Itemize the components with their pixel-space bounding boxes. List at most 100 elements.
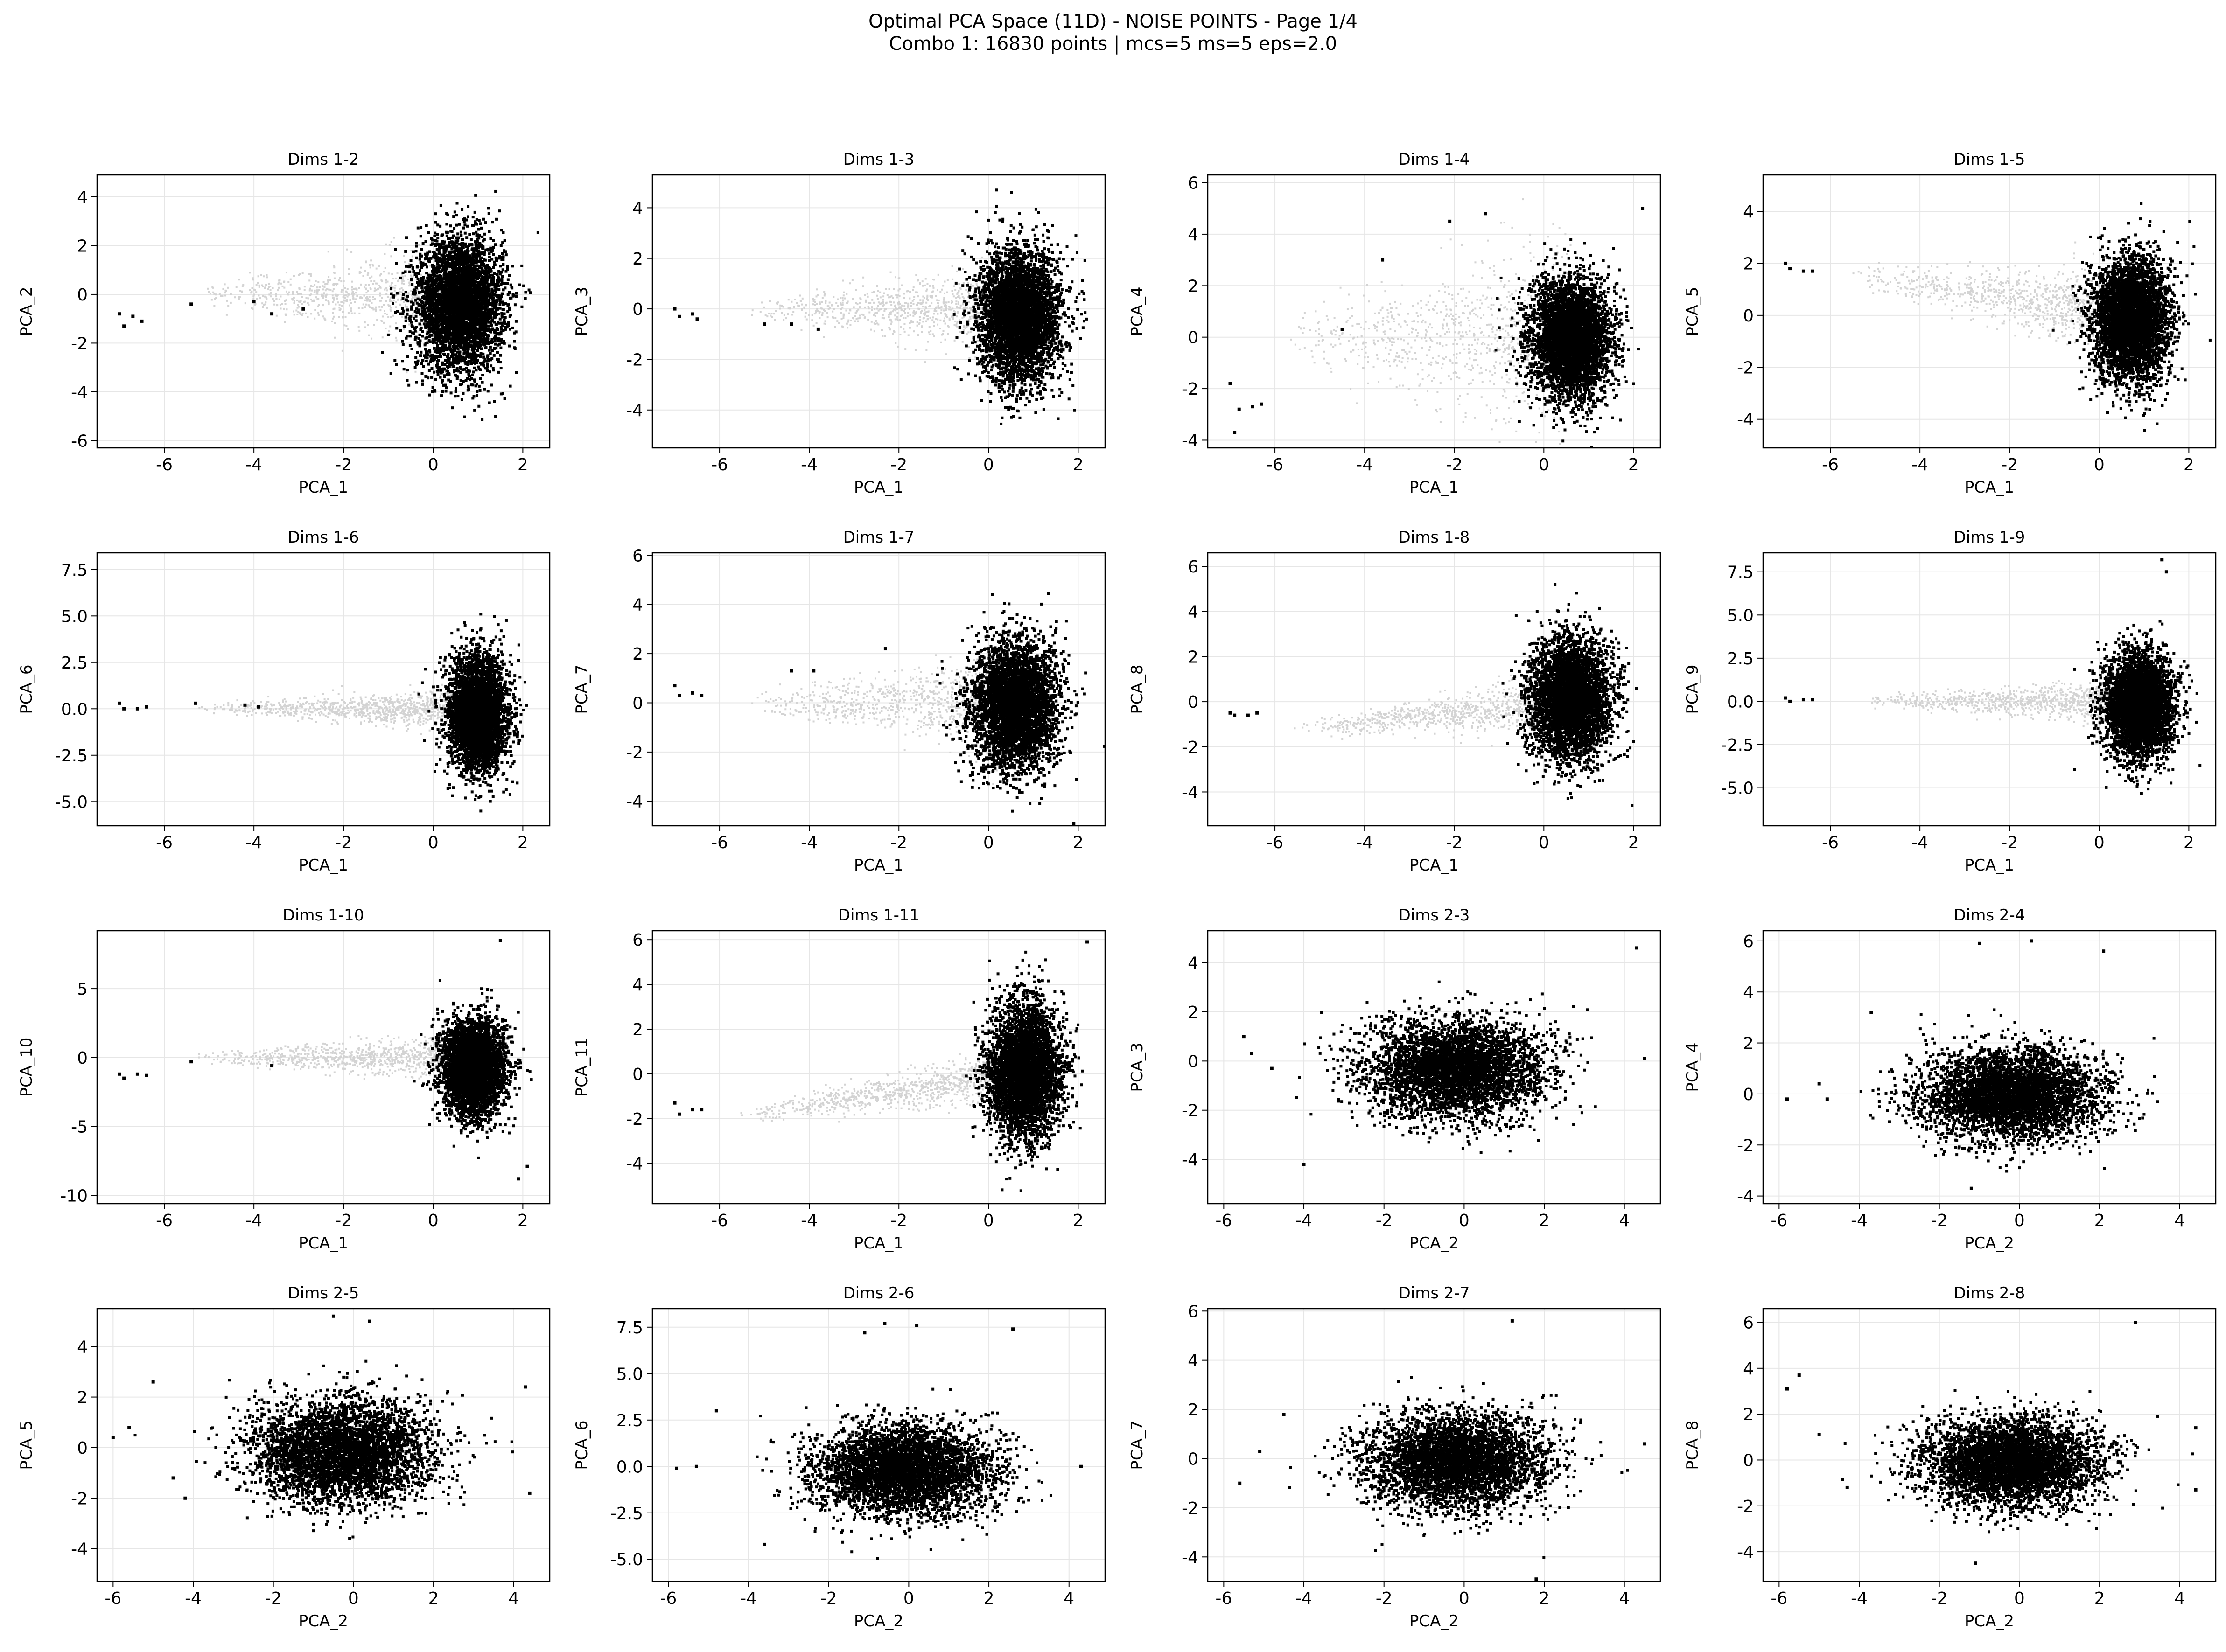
clustered-point bbox=[315, 296, 317, 298]
noise-point bbox=[420, 300, 423, 303]
clustered-point bbox=[351, 313, 353, 314]
clustered-point bbox=[363, 295, 365, 297]
clustered-point bbox=[336, 285, 337, 286]
clustered-point bbox=[325, 299, 327, 301]
clustered-point bbox=[381, 297, 383, 299]
clustered-point bbox=[351, 292, 353, 293]
noise-point bbox=[501, 252, 504, 255]
x-tick-label: 0 bbox=[428, 455, 439, 474]
noise-point bbox=[421, 359, 424, 362]
noise-point bbox=[468, 272, 470, 275]
clustered-point bbox=[324, 319, 326, 321]
clustered-point bbox=[292, 299, 294, 301]
clustered-point bbox=[273, 304, 275, 306]
noise-point bbox=[438, 293, 441, 296]
noise-point bbox=[464, 243, 467, 245]
clustered-point bbox=[279, 299, 280, 300]
noise-point bbox=[451, 245, 454, 248]
noise-point bbox=[426, 323, 428, 326]
noise-point bbox=[437, 287, 440, 290]
noise-point bbox=[470, 383, 473, 386]
clustered-point bbox=[372, 299, 374, 300]
clustered-point bbox=[323, 292, 325, 294]
clustered-point bbox=[354, 313, 356, 314]
noise-point bbox=[491, 327, 494, 330]
noise-point bbox=[434, 212, 437, 215]
noise-point bbox=[479, 377, 482, 380]
clustered-point bbox=[259, 297, 261, 299]
noise-point bbox=[394, 248, 397, 251]
noise-point bbox=[483, 344, 486, 347]
noise-point bbox=[456, 202, 459, 205]
clustered-point bbox=[294, 300, 295, 302]
noise-point bbox=[420, 362, 423, 365]
noise-point bbox=[488, 321, 490, 324]
noise-point bbox=[480, 227, 483, 230]
clustered-point bbox=[327, 279, 329, 281]
noise-point bbox=[470, 377, 473, 380]
clustered-point bbox=[256, 298, 258, 300]
clustered-point bbox=[226, 314, 228, 316]
clustered-point bbox=[314, 292, 315, 293]
clustered-point bbox=[350, 310, 352, 312]
noise-point bbox=[406, 379, 409, 382]
noise-point bbox=[491, 274, 494, 277]
noise-point bbox=[503, 249, 505, 252]
noise-point bbox=[415, 381, 418, 384]
noise-point bbox=[511, 265, 514, 267]
noise-point bbox=[503, 340, 505, 343]
noise-point bbox=[433, 347, 436, 350]
clustered-point bbox=[414, 371, 416, 373]
noise-point bbox=[467, 215, 469, 218]
points bbox=[118, 190, 539, 421]
clustered-point bbox=[346, 249, 348, 251]
noise-point bbox=[478, 272, 481, 275]
noise-point bbox=[428, 334, 431, 337]
noise-point bbox=[446, 254, 448, 257]
noise-point bbox=[475, 249, 478, 251]
clustered-point bbox=[378, 285, 380, 286]
noise-point bbox=[415, 311, 418, 314]
noise-point bbox=[496, 351, 498, 354]
clustered-point bbox=[300, 300, 302, 302]
noise-point bbox=[493, 316, 496, 319]
noise-point bbox=[436, 370, 439, 373]
noise-point bbox=[491, 221, 494, 223]
clustered-point bbox=[210, 293, 211, 294]
clustered-point bbox=[341, 305, 343, 307]
noise-point bbox=[443, 321, 446, 323]
noise-point bbox=[452, 359, 455, 362]
clustered-point bbox=[343, 285, 344, 287]
noise-point bbox=[537, 231, 539, 234]
noise-point bbox=[500, 244, 503, 247]
clustered-point bbox=[368, 305, 370, 307]
noise-point bbox=[485, 280, 488, 283]
clustered-point bbox=[265, 284, 267, 286]
noise-point bbox=[460, 234, 462, 237]
noise-point bbox=[409, 330, 412, 333]
clustered-point bbox=[277, 289, 279, 291]
clustered-point bbox=[266, 276, 268, 278]
clustered-point bbox=[371, 302, 372, 304]
noise-point bbox=[390, 287, 392, 290]
noise-point bbox=[448, 326, 451, 329]
clustered-point bbox=[280, 295, 281, 297]
noise-point bbox=[455, 375, 458, 377]
noise-point bbox=[499, 318, 502, 321]
noise-point bbox=[489, 311, 491, 314]
noise-point bbox=[502, 308, 505, 311]
noise-point bbox=[473, 378, 476, 381]
noise-point bbox=[480, 362, 483, 365]
clustered-point bbox=[224, 292, 226, 293]
noise-point bbox=[430, 307, 433, 310]
noise-point bbox=[406, 308, 409, 311]
clustered-point bbox=[345, 316, 347, 318]
clustered-point bbox=[310, 293, 312, 295]
clustered-point bbox=[272, 287, 274, 289]
clustered-point bbox=[401, 316, 403, 318]
noise-point bbox=[444, 247, 447, 250]
noise-point bbox=[467, 205, 469, 208]
clustered-point bbox=[373, 324, 375, 326]
noise-point bbox=[463, 416, 466, 418]
